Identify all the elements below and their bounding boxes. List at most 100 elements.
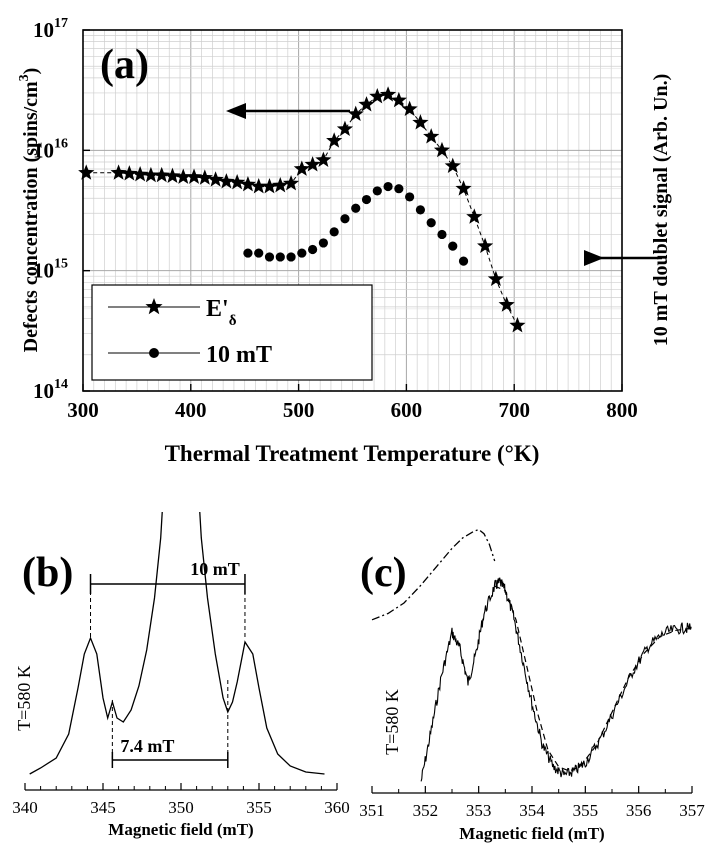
panel-a-star-point: [229, 174, 246, 190]
panel-a-x-tick-label: 400: [175, 398, 207, 422]
panel-b-x-axis-label: Magnetic field (mT): [108, 820, 253, 839]
panel-a-x-tick-label: 700: [498, 398, 530, 422]
panel-a-y-tick-label: 1015: [33, 257, 68, 283]
panel-a-label: (a): [100, 42, 149, 88]
panel-a-y-tick-base: 10: [33, 259, 54, 283]
panel-c-experimental-line: [420, 576, 692, 782]
panel-a-circle-point: [243, 248, 253, 258]
panel-a-circle-point: [415, 205, 426, 215]
panel-a-circle-point: [351, 203, 361, 213]
panel-c-x-tick-label: 354: [519, 801, 545, 820]
panel-b-x-tick-label: 360: [324, 798, 350, 817]
panel-a-star-point: [218, 173, 235, 189]
panel-a-star-point: [239, 176, 257, 192]
panel-a-star-point: [498, 296, 515, 312]
panel-a-circle-point: [448, 241, 458, 251]
panel-c-x-tick-label: 357: [679, 801, 705, 820]
panel-a-legend-label-2: 10 mT: [206, 342, 272, 368]
panel-a-star-point: [142, 166, 159, 183]
panel-c-dashdot-curve: [371, 528, 496, 621]
panel-a-star-point: [401, 100, 418, 117]
panel-a-star-point: [444, 157, 461, 173]
panel-a-star-point: [250, 178, 267, 194]
panel-a-x-axis-label: Thermal Treatment Temperature (°K): [165, 441, 540, 466]
panel-a-circle-point: [254, 248, 264, 258]
panel-a-star-point: [477, 237, 494, 253]
panel-c-x-axis-label: Magnetic field (mT): [459, 824, 604, 843]
panel-a-circle-point: [308, 244, 318, 255]
panel-a-y-tick-exp: 16: [54, 136, 68, 151]
panel-a-star-point: [272, 177, 289, 193]
panel-a-circle-point: [458, 256, 469, 266]
panel-a-star-point: [336, 120, 354, 137]
panel-a-circle-point: [286, 252, 296, 262]
panel-a-circle-point: [318, 238, 328, 248]
panel-a-star-point: [185, 168, 203, 184]
panel-a-star-point: [207, 171, 224, 187]
panel-a-x-tick-label: 600: [391, 398, 423, 422]
panel-a-x-tick-label: 800: [606, 398, 638, 422]
panel-a-legend-circle-icon: [149, 348, 159, 358]
panel-a-legend-label-1-text: E': [206, 296, 229, 322]
panel-a-legend-star-icon: [145, 298, 163, 315]
panel-c-x-tick-label: 355: [573, 801, 599, 820]
panel-a-y-tick-exp: 14: [54, 377, 68, 392]
panel-c-chart: 351 352 353 354 355 356 357 Magnetic field (mT)…: [359, 528, 705, 843]
panel-a-star-point: [455, 180, 472, 196]
panel-a-star-point: [121, 165, 138, 181]
panel-b-x-tick-label: 340: [12, 798, 38, 817]
panel-a-star-point: [164, 167, 181, 184]
panel-c-temperature-label: T=580 K: [382, 689, 402, 755]
panel-a-star-point: [282, 175, 300, 191]
panel-a-circle-point: [405, 192, 415, 202]
panel-a-y-axis-label-close: ): [20, 68, 42, 75]
panel-a-star-point: [390, 91, 407, 108]
panel-a-legend-label-1: E'δ: [206, 296, 237, 329]
panel-a-star-point: [78, 164, 95, 180]
panel-b-spectrum-line: [29, 512, 325, 775]
panel-a-star-point: [423, 128, 440, 144]
panel-a-star-point: [358, 96, 375, 112]
panel-a-frame: [82, 29, 623, 392]
panel-a-star-point: [412, 114, 429, 130]
panel-b-outer-label: 10 mT: [190, 559, 240, 579]
panel-b-x-tick-label: 355: [246, 798, 272, 817]
panel-a-y-tick-base: 10: [33, 18, 54, 42]
panel-a-y-tick-exp: 15: [54, 257, 68, 272]
panel-a-star-point: [261, 178, 278, 194]
panel-a-star-point: [326, 132, 343, 148]
panel-a-star-point: [304, 156, 321, 172]
panel-a-x-tick-label: 500: [283, 398, 315, 422]
panel-a-circle-point: [340, 214, 350, 224]
panel-a-y-tick-label: 1017: [33, 16, 68, 42]
panel-a-circle-point: [383, 181, 393, 192]
panel-a-circle-point: [275, 252, 285, 262]
panel-b-x-tick-label: 345: [90, 798, 116, 817]
panel-a-star-point: [315, 151, 332, 167]
panel-a-y-axis-label-text: Defects concentration (spins/cm: [20, 81, 42, 352]
panel-a-x-tick-label: 300: [67, 398, 99, 422]
panel-c-x-tick-label: 356: [626, 801, 652, 820]
panel-c-x-tick-label: 353: [466, 801, 492, 820]
panel-a-star-point: [153, 166, 170, 183]
panel-a-circle-point: [361, 194, 372, 205]
panel-a-legend-box: [91, 284, 373, 381]
panel-a-circle-point: [329, 227, 339, 237]
panel-a-circle-point: [426, 218, 436, 228]
panel-b-x-tick-label: 350: [168, 798, 194, 817]
panel-a-y-tick-base: 10: [33, 138, 54, 162]
panel-a-y-axis-label-right: 10 mT doublet signal (Arb. Un.): [650, 74, 672, 346]
panel-a-left-arrow-head: [226, 103, 246, 119]
panel-a-star-point: [509, 317, 526, 333]
panel-a-y-tick-exp: 17: [54, 16, 68, 31]
panel-a-y-axis-label-sup: 3: [17, 74, 32, 81]
panel-a-chart: 300 400 500 600 700 8001014101510161017Therma…: [17, 16, 672, 466]
panel-a-circle-point: [297, 248, 307, 258]
panel-a-star-point: [110, 164, 127, 180]
panel-a-legend-label-1-sub: δ: [229, 313, 237, 329]
panel-a-circle-point: [394, 184, 404, 194]
panel-a-circle-point: [372, 186, 382, 196]
panel-c-x-tick-label: 352: [413, 801, 439, 820]
panel-a-star-point: [175, 168, 192, 184]
